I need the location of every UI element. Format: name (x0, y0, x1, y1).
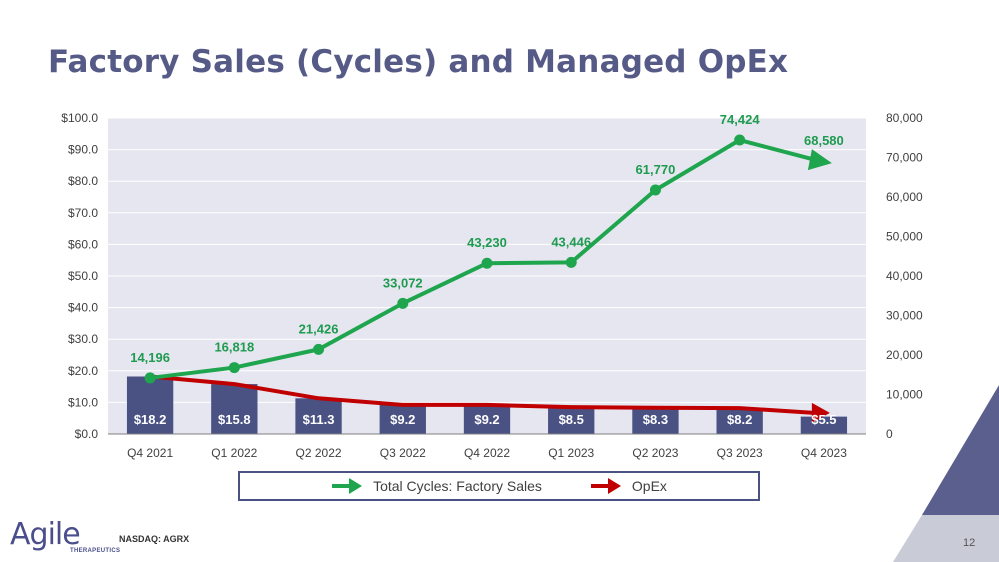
opex-bar (716, 408, 763, 434)
legend-label-cycles: Total Cycles: Factory Sales (373, 478, 542, 494)
y-left-tick-label: $40.0 (68, 301, 98, 315)
cycles-value-label: 74,424 (720, 112, 761, 127)
y-left-tick-label: $60.0 (68, 237, 98, 251)
company-logo: Agile THERAPEUTICS (10, 518, 120, 558)
cycles-value-label: 33,072 (383, 275, 423, 290)
opex-bar (295, 398, 342, 434)
bar-value-label: $9.2 (474, 412, 499, 427)
cycles-point (649, 184, 661, 196)
slide-title: Factory Sales (Cycles) and Managed OpEx (48, 44, 789, 80)
bar-value-label: $11.3 (303, 412, 335, 427)
cycles-point (734, 134, 746, 146)
y-right-tick-label: 80,000 (886, 111, 923, 125)
cycles-value-label: 61,770 (636, 162, 676, 177)
opex-bar (126, 376, 174, 434)
bar-value-label: $9.2 (390, 412, 415, 427)
cycles-arrowhead (807, 149, 832, 171)
x-tick-label: Q1 2022 (211, 446, 257, 460)
corner-decor-light (893, 515, 999, 562)
x-tick-label: Q3 2022 (380, 446, 426, 460)
x-tick-label: Q3 2023 (717, 446, 763, 460)
opex-bar (632, 407, 679, 434)
y-right-tick-label: 60,000 (886, 190, 923, 204)
logo-wordmark: Agile (10, 517, 81, 552)
opex-bar (463, 404, 511, 434)
x-tick-label: Q4 2021 (127, 446, 173, 460)
cycles-value-label: 43,446 (551, 234, 591, 249)
chart-legend: Total Cycles: Factory Sales OpEx (238, 471, 760, 501)
y-left-tick-label: $0.0 (75, 427, 99, 441)
green-arrow-icon (332, 478, 363, 494)
cycles-point (565, 256, 577, 268)
y-left-tick-label: $30.0 (68, 332, 98, 346)
ticker-text: NASDAQ: AGRX (119, 534, 190, 544)
cycles-point (313, 343, 325, 355)
x-tick-label: Q4 2022 (464, 446, 510, 460)
legend-item-cycles: Total Cycles: Factory Sales (331, 478, 542, 494)
y-right-tick-label: 10,000 (886, 388, 923, 402)
opex-line (149, 374, 815, 415)
y-left-tick-label: $10.0 (68, 395, 98, 409)
bar-value-label: $5.5 (811, 412, 836, 427)
opex-bar (548, 407, 595, 434)
legend-label-opex: OpEx (631, 478, 667, 494)
y-right-tick-label: 30,000 (886, 309, 923, 323)
cycles-value-label: 68,580 (804, 133, 844, 148)
cycles-value-label: 21,426 (299, 321, 339, 336)
opex-bar (379, 404, 426, 434)
bar-value-label: $8.2 (727, 412, 752, 427)
cycles-value-label: 16,818 (214, 340, 254, 355)
cycles-point (228, 362, 240, 374)
cycles-point (481, 257, 493, 269)
cycles-value-label: 14,196 (130, 350, 170, 365)
y-left-tick-label: $20.0 (68, 364, 98, 378)
red-arrow-icon (590, 478, 621, 494)
y-left-tick-label: $80.0 (68, 174, 98, 188)
y-right-tick-label: 50,000 (886, 230, 923, 244)
y-right-tick-label: 40,000 (886, 269, 923, 283)
x-tick-label: Q2 2022 (296, 446, 342, 460)
cycles-value-label: 43,230 (467, 235, 507, 250)
page-number: 12 (963, 537, 976, 549)
cycles-point (397, 297, 409, 309)
cycles-point (144, 372, 156, 384)
y-left-tick-label: $90.0 (68, 143, 98, 157)
y-right-tick-label: 0 (886, 427, 893, 441)
y-left-tick-label: $50.0 (68, 269, 98, 283)
opex-bar (211, 384, 258, 434)
logo-subtext: THERAPEUTICS (70, 548, 121, 554)
bar-value-label: $15.8 (218, 412, 251, 427)
opex-arrowhead (811, 402, 830, 423)
corner-decor-dark (922, 385, 999, 515)
x-tick-label: Q1 2023 (548, 446, 594, 460)
y-left-tick-label: $100.0 (61, 111, 98, 125)
x-tick-label: Q4 2023 (801, 446, 847, 460)
bar-value-label: $8.3 (643, 412, 668, 427)
y-right-tick-label: 70,000 (886, 151, 923, 165)
y-left-tick-label: $70.0 (68, 206, 98, 220)
y-right-tick-label: 20,000 (886, 348, 923, 362)
bar-value-label: $18.2 (134, 412, 167, 427)
x-tick-label: Q2 2023 (632, 446, 678, 460)
legend-item-opex: OpEx (590, 478, 667, 494)
bar-value-label: $8.5 (559, 412, 584, 427)
